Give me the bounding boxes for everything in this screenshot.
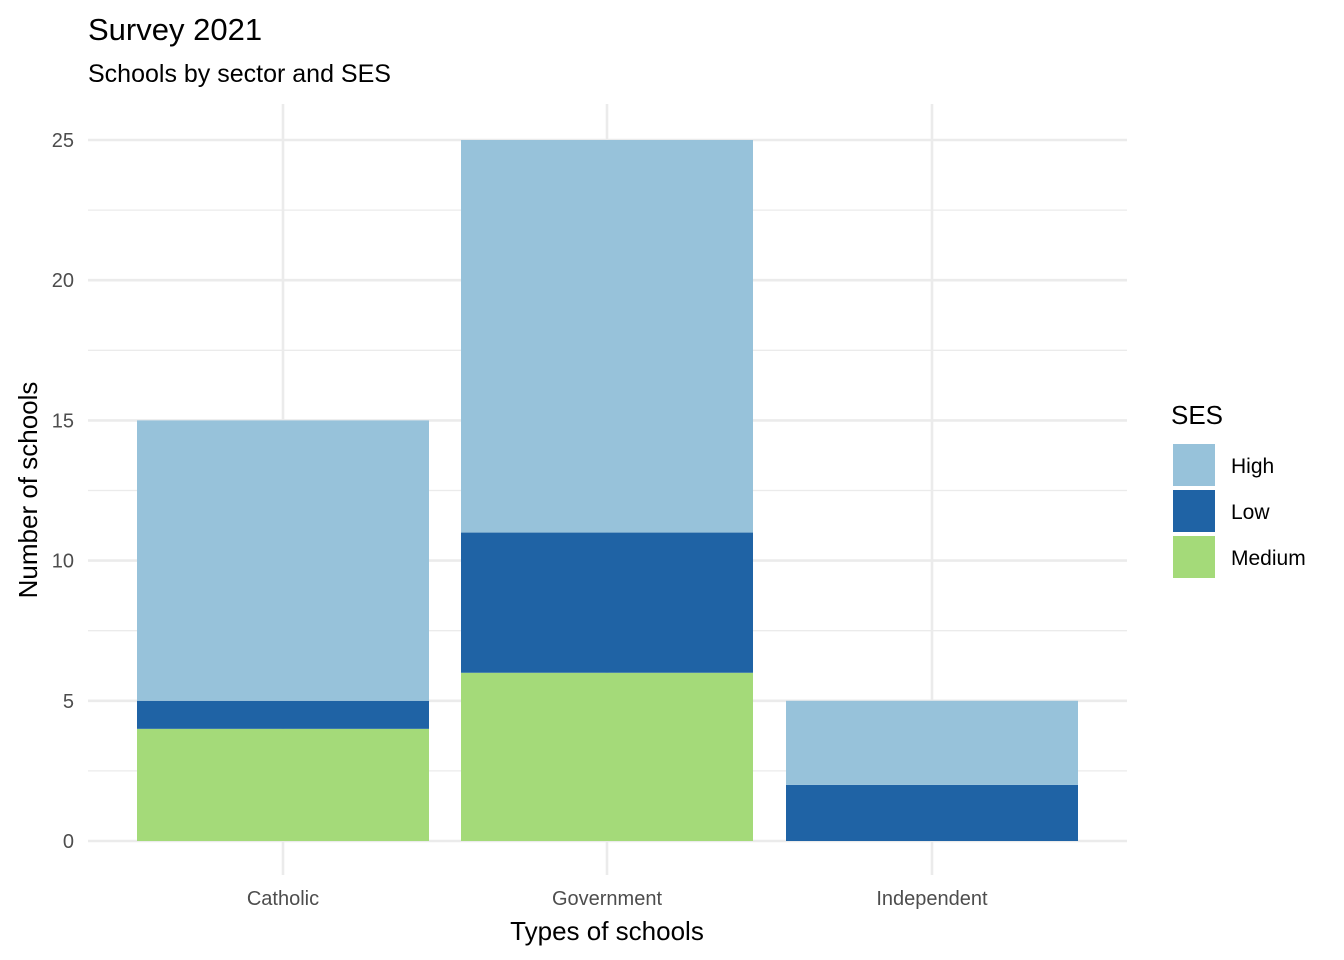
bar-government-high: [461, 140, 753, 533]
legend-title: SES: [1171, 400, 1223, 430]
legend-key-medium: [1173, 536, 1215, 578]
bar-independent-high: [786, 700, 1078, 785]
y-tick-label: 25: [52, 130, 74, 152]
y-tick-label: 15: [52, 410, 74, 432]
legend: SES High Low Medium: [1171, 400, 1306, 578]
y-axis-title: Number of schools: [13, 382, 43, 599]
x-axis-ticks: Catholic Government Independent: [247, 888, 988, 910]
bar-stacks: [137, 140, 1078, 841]
legend-items: High Low Medium: [1173, 444, 1306, 578]
legend-label-high: High: [1231, 455, 1274, 478]
chart-subtitle: Schools by sector and SES: [88, 60, 391, 88]
x-axis-title: Types of schools: [510, 916, 704, 946]
y-tick-label: 20: [52, 270, 74, 292]
y-tick-label: 0: [63, 831, 74, 853]
y-tick-label: 5: [63, 691, 74, 713]
x-tick-label: Independent: [876, 888, 988, 910]
legend-key-low: [1173, 490, 1215, 532]
bar-catholic-medium: [137, 728, 429, 841]
legend-label-low: Low: [1231, 501, 1270, 524]
legend-label-medium: Medium: [1231, 547, 1306, 570]
bar-government-low: [461, 532, 753, 673]
chart-title: Survey 2021: [88, 12, 262, 47]
legend-key-high: [1173, 444, 1215, 486]
x-tick-label: Government: [552, 888, 662, 910]
bar-catholic-low: [137, 700, 429, 729]
x-tick-label: Catholic: [247, 888, 319, 910]
y-tick-label: 10: [52, 551, 74, 573]
bar-independent-low: [786, 784, 1078, 841]
y-axis-ticks: 0 5 10 15 20 25: [52, 130, 74, 853]
bar-catholic-high: [137, 420, 429, 701]
bar-government-medium: [461, 672, 753, 841]
